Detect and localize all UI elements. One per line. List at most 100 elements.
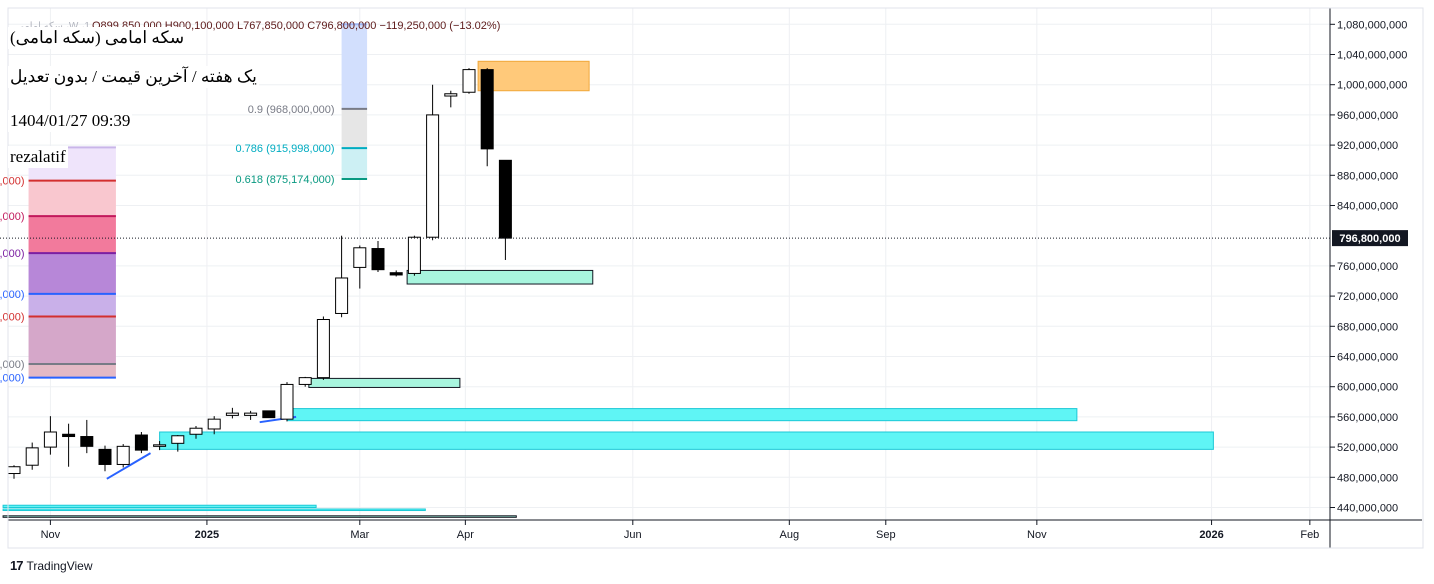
candle-up xyxy=(189,427,203,435)
candle-down xyxy=(80,436,94,447)
candle-down xyxy=(480,69,494,150)
overlay-datetime: 1404/01/27 09:39 xyxy=(8,110,133,132)
time-tick-label: Aug xyxy=(780,529,800,541)
price-tick-label: 480,000,000 xyxy=(1337,472,1398,484)
fib-left-band xyxy=(28,293,116,317)
chart-frame xyxy=(7,7,1424,549)
candle-up xyxy=(7,466,21,475)
time-axis[interactable]: Nov 2025 Mar Apr Jun Aug Sep Nov 2026 Feb xyxy=(41,520,1320,541)
candle-up xyxy=(462,69,476,93)
symbol-header-stub: سکه امامی ،W ،1 xyxy=(16,21,90,32)
candle-up xyxy=(280,383,294,420)
candle-down xyxy=(134,434,148,451)
zone-rectangle[interactable] xyxy=(2,504,317,508)
candle-down xyxy=(62,433,76,438)
fib-left-label: 6,000) xyxy=(0,289,25,301)
candle-up xyxy=(407,236,421,274)
fib-left-band xyxy=(28,216,116,254)
overlay-title: (سکه امامی (سکه امامی xyxy=(8,27,187,49)
candle-up xyxy=(244,412,258,416)
axes xyxy=(7,7,1424,549)
overlay-subtitle: یک هفته / آخرین قیمت / بدون تعدیل xyxy=(8,66,259,88)
fib-left-label: 4,000) xyxy=(0,311,25,323)
candle-down xyxy=(98,448,112,465)
time-tick-label: Feb xyxy=(1300,529,1319,541)
fib-left-label: 3,000) xyxy=(0,211,25,223)
candle-up xyxy=(426,114,440,238)
fib-right-band xyxy=(341,24,368,109)
candle-up xyxy=(116,445,130,465)
fib-left-label: 4,000) xyxy=(0,373,25,385)
price-tick-label: 600,000,000 xyxy=(1337,382,1398,394)
fib-left-band xyxy=(28,180,116,217)
time-tick-label: Mar xyxy=(350,529,369,541)
fib-retracement-left[interactable]: 3,000) 3,000) 4,000) 6,000) 4,000) 0,000) 4,00… xyxy=(0,146,116,385)
fib-left-label: 0,000) xyxy=(0,359,25,371)
last-price-text: 796,800,000 xyxy=(1339,233,1400,245)
price-tick-label: 520,000,000 xyxy=(1337,442,1398,454)
zones[interactable] xyxy=(2,60,1214,518)
candle-up xyxy=(43,431,57,448)
zone-rectangle[interactable] xyxy=(477,60,590,92)
fib-right-label: 0.9 (968,000,000) xyxy=(248,104,335,116)
price-tick-label: 760,000,000 xyxy=(1337,261,1398,273)
time-tick-label: Sep xyxy=(876,529,896,541)
ohlc-legend: O899,850,000 H900,100,000 L767,850,000 C… xyxy=(92,20,500,32)
fib-left-band xyxy=(28,253,116,294)
overlay-author: rezalatif xyxy=(8,146,68,168)
fib-left-band xyxy=(28,316,116,365)
fib-retracement-right[interactable]: 0.9 (968,000,000) 0.786 (915,998,000) 0.61… xyxy=(236,23,368,186)
tradingview-brand[interactable]: 17 TradingView xyxy=(10,558,93,573)
zone-rectangle[interactable] xyxy=(406,269,594,285)
candles xyxy=(7,68,512,479)
zone-rectangle[interactable] xyxy=(159,431,1214,450)
zone-rectangle[interactable] xyxy=(2,515,517,518)
time-tick-label: Nov xyxy=(41,529,61,541)
last-price-label: 796,800,000 xyxy=(1332,230,1408,247)
price-tick-label: 920,000,000 xyxy=(1337,140,1398,152)
candle-up xyxy=(225,412,239,416)
candle-down xyxy=(371,248,385,271)
time-tick-label: 2026 xyxy=(1199,529,1223,541)
time-tick-label: Apr xyxy=(457,529,474,541)
price-axis[interactable]: 1,080,000,000 1,040,000,000 1,000,000,000 9… xyxy=(1330,19,1407,515)
price-tick-label: 680,000,000 xyxy=(1337,321,1398,333)
time-tick-label: 2025 xyxy=(195,529,219,541)
price-tick-label: 440,000,000 xyxy=(1337,503,1398,515)
candle-down xyxy=(389,272,403,276)
price-tick-label: 560,000,000 xyxy=(1337,412,1398,424)
zone-rectangle[interactable] xyxy=(286,408,1078,422)
fib-left-band xyxy=(28,364,116,378)
candle-up xyxy=(335,277,349,314)
candle-up xyxy=(444,93,458,97)
candle-down xyxy=(262,410,276,419)
candle-up xyxy=(207,418,221,430)
fib-left-label: 4,000) xyxy=(0,248,25,260)
price-tick-label: 880,000,000 xyxy=(1337,170,1398,182)
candle-up xyxy=(353,247,367,268)
candle-up xyxy=(316,319,330,379)
fib-right-band xyxy=(341,148,368,179)
price-tick-label: 840,000,000 xyxy=(1337,201,1398,213)
tradingview-name: TradingView xyxy=(26,558,93,573)
candle-up xyxy=(25,447,39,466)
tradingview-logo-icon: 17 xyxy=(10,558,24,573)
price-tick-label: 1,000,000,000 xyxy=(1337,80,1407,92)
price-tick-label: 1,080,000,000 xyxy=(1337,19,1407,31)
time-tick-label: Jun xyxy=(624,529,642,541)
fib-right-band xyxy=(341,108,368,149)
fib-right-label: 0.618 (875,174,000) xyxy=(236,174,335,186)
candle-up xyxy=(153,444,167,447)
price-tick-label: 720,000,000 xyxy=(1337,291,1398,303)
zone-rectangle[interactable] xyxy=(308,377,461,388)
trendline[interactable] xyxy=(106,452,152,480)
price-tick-label: 1,040,000,000 xyxy=(1337,50,1407,62)
zone-rectangle[interactable] xyxy=(2,508,426,512)
fib-left-label: 3,000) xyxy=(0,176,25,188)
candle-up xyxy=(298,377,312,385)
fib-right-label: 0.786 (915,998,000) xyxy=(236,143,335,155)
price-tick-label: 640,000,000 xyxy=(1337,352,1398,364)
price-tick-label: 960,000,000 xyxy=(1337,110,1398,122)
